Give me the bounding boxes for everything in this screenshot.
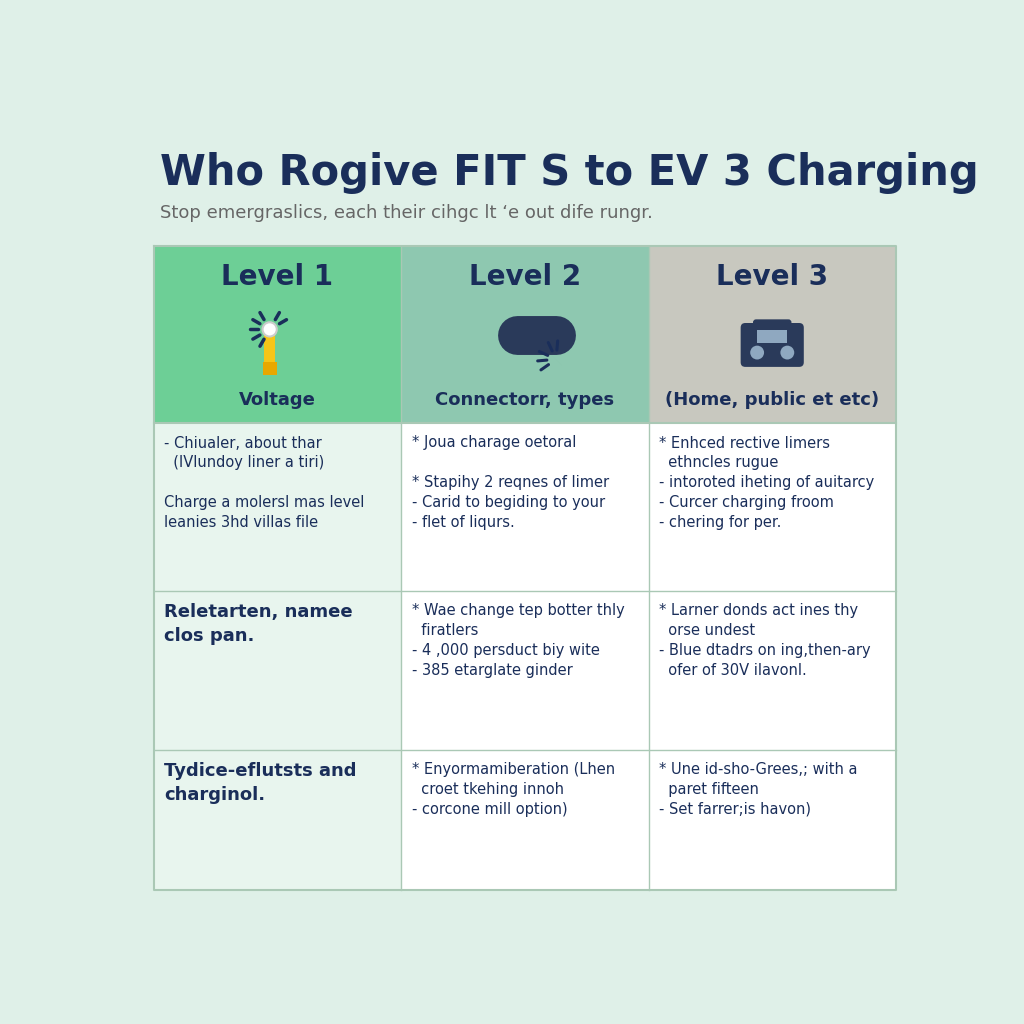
Circle shape <box>780 346 795 359</box>
Bar <box>154 423 401 591</box>
Bar <box>401 750 648 890</box>
Text: Voltage: Voltage <box>239 391 315 409</box>
Text: Level 2: Level 2 <box>469 263 581 291</box>
Text: Level 3: Level 3 <box>716 263 828 291</box>
Text: - Chiualer, about thar
  (IVlundoy liner a tiri)

Charge a molersl mas level
lea: - Chiualer, about thar (IVlundoy liner a… <box>165 435 365 529</box>
Text: * Enyormamiberation (Lhen
  croet tkehing innoh
- corcone mill option): * Enyormamiberation (Lhen croet tkehing … <box>412 762 615 817</box>
Bar <box>262 361 276 375</box>
Text: Stop emergraslics, each their cihgc lt ‘e out dife rungr.: Stop emergraslics, each their cihgc lt ‘… <box>160 205 652 222</box>
Text: Level 1: Level 1 <box>221 263 334 291</box>
Bar <box>401 591 648 750</box>
Bar <box>154 591 401 750</box>
Bar <box>154 750 401 890</box>
Text: * Enhced rective limers
  ethncles rugue
- intoroted iheting of auitarcy
- Curce: * Enhced rective limers ethncles rugue -… <box>659 435 874 529</box>
Text: * Wae change tep botter thly
  firatlers
- 4 ,000 persduct biy wite
- 385 etargl: * Wae change tep botter thly firatlers -… <box>412 603 625 678</box>
Text: (Home, public et etc): (Home, public et etc) <box>666 391 880 409</box>
Bar <box>648 423 896 591</box>
Bar <box>401 246 648 423</box>
Bar <box>154 246 401 423</box>
Circle shape <box>262 323 276 337</box>
Text: Who Rogive FIT S to EV 3 Charging: Who Rogive FIT S to EV 3 Charging <box>160 153 979 195</box>
Text: * Une id-sho-Grees,; with a
  paret fifteen
- Set farrer;is havon): * Une id-sho-Grees,; with a paret fiftee… <box>659 762 858 817</box>
Bar <box>648 246 896 423</box>
FancyBboxPatch shape <box>753 319 792 334</box>
Circle shape <box>751 346 764 359</box>
Polygon shape <box>523 326 573 377</box>
Text: * Larner donds act ines thy
  orse undest
- Blue dtadrs on ing,then-ary
  ofer o: * Larner donds act ines thy orse undest … <box>659 603 871 678</box>
Bar <box>401 423 648 591</box>
Bar <box>758 330 787 343</box>
Text: * Joua charage oetoral

* Stapihy 2 reqnes of limer
- Carid to begiding to your
: * Joua charage oetoral * Stapihy 2 reqne… <box>412 435 609 529</box>
Bar <box>648 591 896 750</box>
FancyBboxPatch shape <box>740 323 804 367</box>
Bar <box>648 750 896 890</box>
Bar <box>264 333 275 365</box>
Text: Reletarten, namee
clos pan.: Reletarten, namee clos pan. <box>165 603 353 645</box>
Text: Tydice-eflutsts and
charginol.: Tydice-eflutsts and charginol. <box>165 762 357 804</box>
Text: Connectorr, types: Connectorr, types <box>435 391 614 409</box>
